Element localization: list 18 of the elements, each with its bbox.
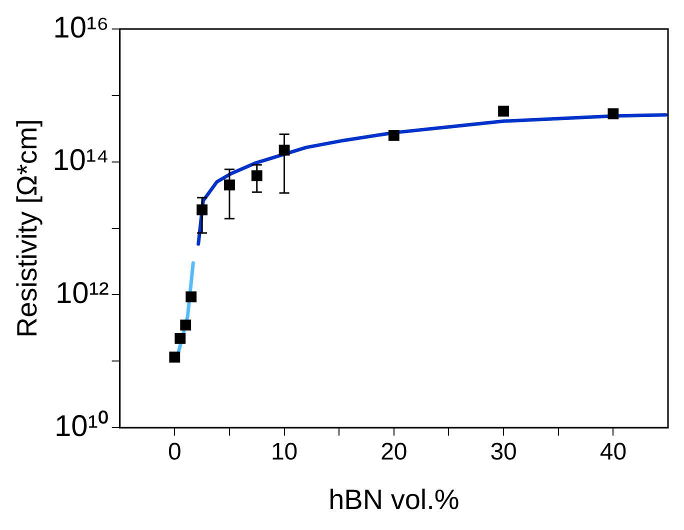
x-axis-title: hBN vol.% [328,484,460,515]
y-tick-label: 10¹² [55,277,109,310]
x-tick-label: 30 [490,438,517,466]
point [186,291,197,302]
x-tick-label: 20 [380,438,408,466]
x-tick-label: 10 [270,438,298,466]
y-tick-label: 10¹⁰ [54,410,109,443]
y-tick-label: 10¹⁶ [53,11,109,44]
point [498,106,510,117]
x-tick-label: 40 [600,438,627,466]
point [608,108,619,120]
x-tick-label: 0 [168,438,182,466]
y-tick-label: 10¹⁴ [52,144,109,178]
point [180,320,192,330]
point [388,130,400,141]
y-axis-title: Resistivity [Ω*cm] [12,119,43,338]
point [174,332,186,344]
point [169,352,180,363]
